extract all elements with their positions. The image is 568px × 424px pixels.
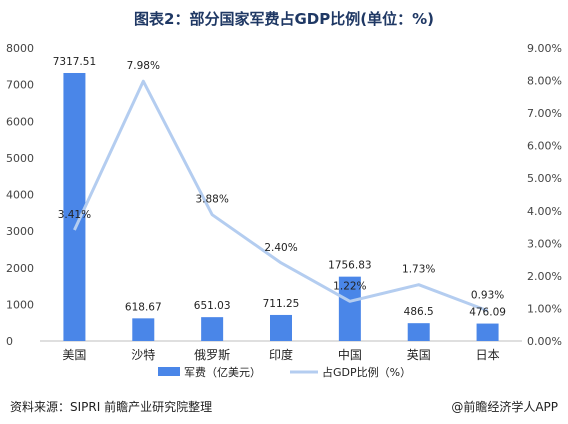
line-value-label: 2.40% [264, 242, 297, 254]
source-note: 资料来源：SIPRI 前瞻产业研究院整理 [10, 400, 213, 414]
left-tick-label: 3000 [6, 225, 34, 238]
left-tick-label: 1000 [6, 298, 34, 311]
right-tick-label: 9.00% [527, 42, 562, 55]
bar-value-label: 476.09 [469, 307, 506, 319]
bar [476, 323, 499, 341]
right-tick-label: 6.00% [527, 140, 562, 153]
bar [338, 276, 361, 341]
category-labels: 美国 沙特 俄罗斯 印度 中国 英国 日本 [62, 347, 499, 362]
legend-swatch-bar [158, 367, 180, 376]
category-label: 英国 [407, 348, 431, 362]
legend: 军费（亿美元） 占GDP比例（%） [158, 365, 411, 379]
line-value-label: 3.41% [58, 209, 91, 221]
bar-series [63, 72, 499, 342]
legend-label-bar: 军费（亿美元） [184, 366, 261, 379]
bar-value-label: 711.25 [263, 298, 300, 310]
right-tick-label: 3.00% [527, 237, 562, 250]
line-path [73, 79, 489, 313]
category-label: 中国 [338, 347, 362, 362]
right-tick-label: 5.00% [527, 172, 562, 185]
bar [201, 317, 224, 341]
bar-value-label: 651.03 [194, 300, 231, 312]
line-value-label: 3.88% [195, 194, 228, 206]
bar-value-label: 1756.83 [328, 260, 371, 272]
bar [270, 314, 292, 341]
category-label: 日本 [476, 348, 500, 362]
category-label: 俄罗斯 [194, 348, 230, 362]
bar-value-label: 618.67 [125, 301, 162, 313]
line-data-labels: 3.41% 7.98% 3.88% 2.40% 1.22% 1.73% 0.93% [58, 60, 505, 302]
category-label: 沙特 [131, 347, 155, 362]
brand-note: @前瞻经济学人APP [451, 400, 558, 414]
line-value-label: 1.22% [333, 280, 366, 292]
category-label: 印度 [269, 347, 293, 362]
right-axis-ticks: 0.00% 1.00% 2.00% 3.00% 4.00% 5.00% 6.00% 7.00%… [527, 42, 562, 348]
bar-value-label: 7317.51 [53, 56, 96, 68]
bar-data-labels: 7317.51 618.67 651.03 711.25 1756.83 486.5 476… [53, 56, 506, 319]
right-tick-label: 8.00% [527, 75, 562, 88]
left-tick-label: 7000 [6, 79, 34, 92]
category-label: 美国 [62, 348, 86, 362]
bar [63, 72, 86, 342]
chart-title: 图表2：部分国家军费占GDP比例(单位：%) [134, 10, 434, 28]
legend-label-line: 占GDP比例（%） [322, 365, 411, 379]
line-value-label: 7.98% [127, 60, 160, 72]
right-tick-label: 0.00% [527, 335, 562, 348]
left-tick-label: 8000 [6, 42, 34, 55]
bar-value-label: 486.5 [404, 306, 434, 318]
right-tick-label: 4.00% [527, 205, 562, 218]
left-tick-label: 6000 [6, 115, 34, 128]
line-value-label: 1.73% [402, 264, 435, 276]
left-axis-ticks: 0 1000 2000 3000 4000 5000 6000 7000 8000 [6, 42, 34, 348]
right-tick-label: 1.00% [527, 302, 562, 315]
line-value-label: 0.93% [471, 290, 504, 302]
left-tick-label: 2000 [6, 262, 34, 275]
left-tick-label: 0 [6, 335, 13, 348]
right-tick-label: 2.00% [527, 270, 562, 283]
bar [132, 318, 155, 341]
bar [407, 323, 430, 341]
left-tick-label: 4000 [6, 189, 34, 202]
right-tick-label: 7.00% [527, 107, 562, 120]
line-series [73, 79, 489, 313]
left-tick-label: 5000 [6, 152, 34, 165]
